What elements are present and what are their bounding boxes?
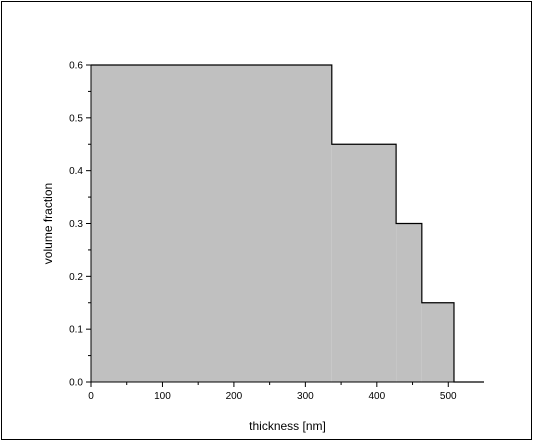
y-tick-label-5: 0.5 — [69, 113, 83, 124]
area-fill-layer — [91, 64, 484, 383]
x-tick-label-300: 300 — [297, 391, 314, 402]
x-tick-label-400: 400 — [368, 391, 385, 402]
x-tick-label-200: 200 — [226, 391, 243, 402]
ticks-layer: 0 100 200 300 400 500 0.0 0.1 0.2 0.3 0.4 0.5 0.6 — [69, 61, 457, 403]
step-bar-0 — [91, 65, 332, 382]
y-tick-label-6: 0.6 — [69, 61, 83, 72]
step-bar-2 — [396, 223, 422, 382]
step-bar-1 — [331, 144, 397, 382]
x-axis-label: thickness [nm] — [249, 419, 326, 433]
y-tick-label-1: 0.1 — [69, 325, 83, 336]
x-tick-label-500: 500 — [440, 391, 457, 402]
y-tick-label-0: 0.0 — [69, 378, 83, 389]
step-outline — [91, 64, 484, 383]
step-bar-3 — [421, 302, 454, 382]
y-axis-label: volume fraction — [41, 183, 55, 264]
x-tick-label-100: 100 — [154, 391, 171, 402]
y-tick-label-4: 0.4 — [69, 166, 83, 177]
y-tick-label-3: 0.3 — [69, 219, 83, 230]
y-tick-label-2: 0.2 — [69, 272, 83, 283]
x-tick-label-0: 0 — [88, 391, 94, 402]
